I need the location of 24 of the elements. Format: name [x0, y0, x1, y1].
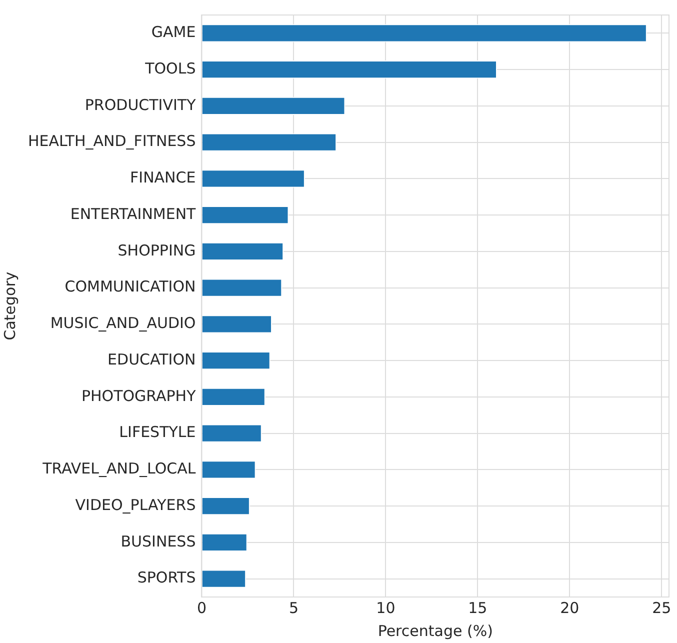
y-tick-label: VIDEO_PLAYERS — [75, 496, 196, 514]
y-tick-label: MUSIC_AND_AUDIO — [50, 314, 196, 332]
y-tick-label: COMMUNICATION — [64, 278, 196, 296]
y-tick-label: LIFESTYLE — [119, 423, 196, 442]
y-tick-label: PHOTOGRAPHY — [81, 386, 197, 405]
y-tick-label: BUSINESS — [120, 532, 196, 550]
y-tick-label: ENTERTAINMENT — [70, 204, 197, 223]
y-tick-label: TOOLS — [144, 59, 196, 78]
y-tick-label: PRODUCTIVITY — [84, 96, 197, 114]
y-tick-label: EDUCATION — [108, 350, 196, 368]
y-tick-label: FINANCE — [130, 168, 196, 187]
y-tick-label: HEALTH_AND_FITNESS — [28, 132, 196, 150]
x-tick-label: 0 — [196, 598, 207, 617]
y-tick-label: GAME — [151, 23, 196, 42]
y-tick-label: TRAVEL_AND_LOCAL — [42, 460, 196, 478]
y-tick-label: SHOPPING — [118, 241, 196, 260]
x-tick-label: 15 — [468, 598, 488, 617]
x-tick-label: 10 — [376, 598, 396, 617]
y-axis-title: Category — [0, 272, 19, 340]
x-axis-title: Percentage (%) — [378, 622, 493, 640]
x-tick-label: 5 — [288, 598, 298, 617]
y-tick-label: SPORTS — [137, 568, 196, 587]
x-tick-label: 20 — [560, 598, 580, 617]
x-tick-label: 25 — [652, 598, 672, 617]
